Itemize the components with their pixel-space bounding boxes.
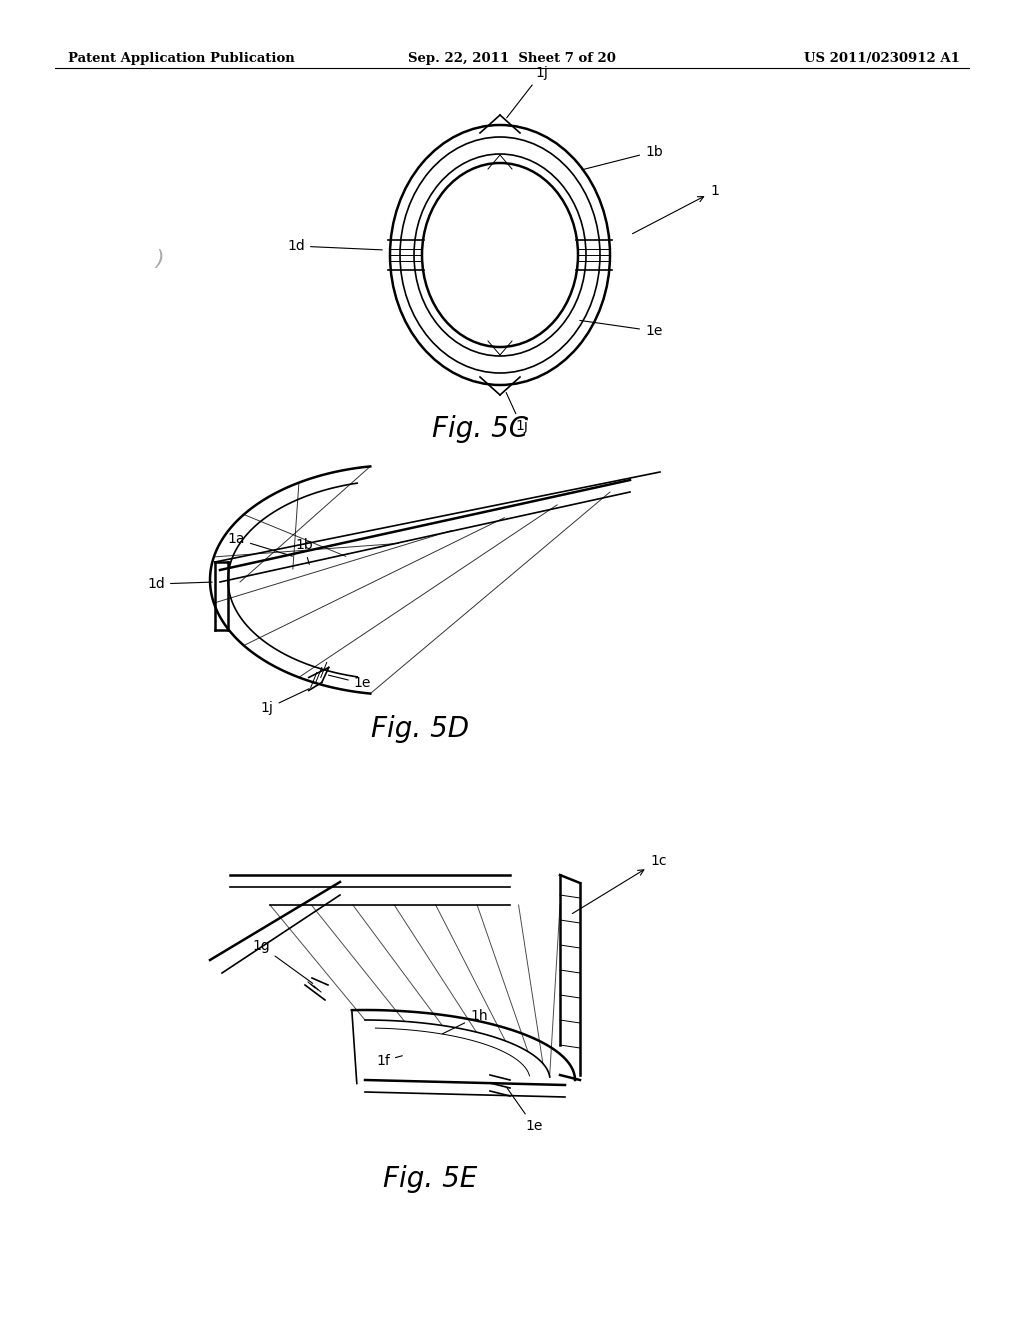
Text: 1j: 1j (507, 66, 548, 117)
Text: 1e: 1e (329, 675, 371, 690)
Text: 1j: 1j (261, 689, 309, 715)
Text: Patent Application Publication: Patent Application Publication (68, 51, 295, 65)
Text: 1h: 1h (442, 1008, 487, 1034)
Text: ): ) (155, 249, 164, 269)
Text: 1j: 1j (506, 392, 528, 433)
Text: Fig. 5D: Fig. 5D (371, 715, 469, 743)
Text: 1b: 1b (582, 144, 663, 170)
Text: 1c: 1c (572, 854, 667, 913)
Text: 1a: 1a (227, 532, 292, 556)
Text: Fig. 5E: Fig. 5E (383, 1166, 477, 1193)
Text: 1e: 1e (507, 1088, 543, 1133)
Text: 1d: 1d (147, 577, 212, 591)
Text: 1: 1 (633, 183, 719, 234)
Text: 1b: 1b (295, 539, 312, 565)
Text: 1g: 1g (252, 939, 312, 983)
Text: Fig. 5C: Fig. 5C (432, 414, 528, 444)
Text: 1e: 1e (580, 321, 663, 338)
Text: 1d: 1d (288, 239, 382, 253)
Text: Sep. 22, 2011  Sheet 7 of 20: Sep. 22, 2011 Sheet 7 of 20 (408, 51, 616, 65)
Text: 1f: 1f (376, 1053, 402, 1068)
Text: US 2011/0230912 A1: US 2011/0230912 A1 (804, 51, 961, 65)
